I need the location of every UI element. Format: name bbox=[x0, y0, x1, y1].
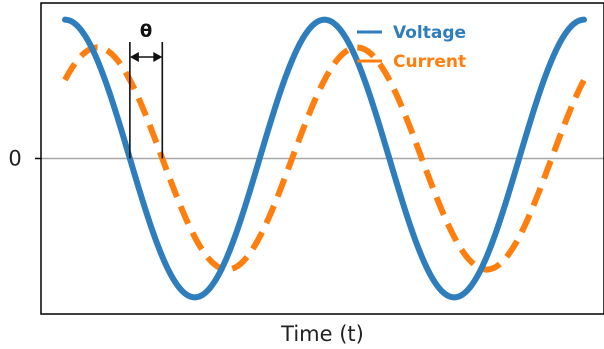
phase-angle-annotation: θ bbox=[129, 21, 164, 159]
y-ticks: 0 bbox=[8, 147, 41, 171]
y-tick-label: 0 bbox=[8, 147, 21, 171]
x-axis-label: Time (t) bbox=[280, 322, 364, 346]
legend-label-voltage: Voltage bbox=[393, 23, 466, 43]
series-line-voltage bbox=[62, 16, 587, 301]
series-layer bbox=[62, 16, 587, 301]
series-line-current bbox=[62, 44, 587, 273]
theta-label: θ bbox=[140, 21, 152, 42]
theta-arrowhead-left bbox=[129, 52, 139, 62]
theta-arrowhead-right bbox=[153, 52, 163, 62]
legend-label-current: Current bbox=[393, 52, 466, 72]
legend: Voltage Current bbox=[357, 23, 466, 72]
